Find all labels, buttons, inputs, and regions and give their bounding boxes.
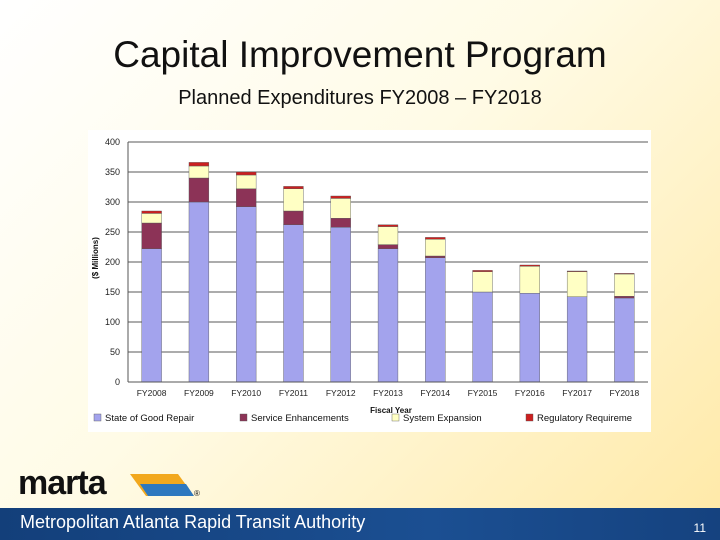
x-tick-label: FY2016 — [515, 388, 545, 398]
bar-segment — [472, 270, 493, 272]
x-tick-label: FY2010 — [231, 388, 261, 398]
bar-segment — [377, 248, 399, 383]
bar-segment — [519, 264, 540, 267]
bar-segment — [614, 273, 635, 297]
bar-segment — [236, 206, 257, 383]
authority-name: Metropolitan Atlanta Rapid Transit Autho… — [20, 512, 366, 532]
bar-segment — [141, 248, 162, 383]
bar-segment — [614, 273, 635, 275]
y-tick-label: 100 — [105, 317, 120, 327]
y-tick-label: 0 — [115, 377, 120, 387]
legend: State of Good Repair Service Enhancements… — [93, 413, 632, 424]
bar-segment — [425, 237, 446, 240]
bar-segment — [330, 217, 351, 228]
x-tick-label: FY2017 — [562, 388, 592, 398]
bar-segment — [472, 291, 493, 383]
y-axis-label: ($ Millions) — [91, 237, 100, 279]
x-tick-label: FY2013 — [373, 388, 403, 398]
bar-segment — [519, 292, 540, 383]
bar-segment — [330, 226, 351, 383]
bar-segment — [236, 171, 257, 176]
bar-segment — [425, 238, 446, 257]
bar-segment — [425, 257, 446, 383]
legend-label: Regulatory Requireme — [537, 413, 632, 424]
bar-segment — [188, 177, 210, 203]
bar-segment — [330, 198, 351, 219]
registered-mark: ® — [194, 489, 200, 498]
bar-segment — [614, 297, 635, 383]
bar-segment — [188, 201, 210, 383]
legend-swatch — [93, 413, 102, 422]
y-tick-label: 50 — [110, 347, 120, 357]
legend-label: System Expansion — [403, 413, 482, 424]
legend-swatch — [525, 413, 534, 422]
footer-bar: Metropolitan Atlanta Rapid Transit Autho… — [0, 508, 720, 540]
bar-segment — [141, 210, 162, 214]
bar-segment — [141, 213, 162, 224]
bar-segment — [425, 255, 446, 258]
bar-segment — [330, 195, 351, 199]
axes — [127, 142, 648, 383]
bar-segment — [236, 188, 257, 207]
y-tick-label: 350 — [105, 167, 120, 177]
bar-segment — [472, 271, 493, 293]
chart-frame: 0 50 100 150 200 250 300 350 400 FY2008 FY2009 FY2… — [88, 130, 651, 432]
bar-segment — [188, 162, 210, 167]
bar-segment — [283, 186, 304, 190]
y-tick-labels: 0 50 100 150 200 250 300 350 400 — [105, 137, 120, 387]
bar-segment — [236, 174, 257, 190]
y-tick-label: 400 — [105, 137, 120, 147]
bars — [141, 162, 635, 383]
legend-label: Service Enhancements — [251, 413, 349, 424]
x-tick-labels: FY2008 FY2009 FY2010 FY2011 FY2012 FY2013 FY20… — [137, 388, 640, 398]
y-tick-label: 150 — [105, 287, 120, 297]
x-tick-label: FY2011 — [279, 388, 308, 398]
bar-segment — [377, 226, 399, 245]
bar-segment — [188, 165, 210, 179]
bar-segment — [283, 224, 304, 383]
logo-stripe-blue — [140, 484, 194, 496]
y-tick-label: 200 — [105, 257, 120, 267]
bar-segment — [614, 295, 635, 299]
y-tick-label: 250 — [105, 227, 120, 237]
legend-swatch — [239, 413, 248, 422]
bar-segment — [566, 270, 588, 272]
bar-segment — [519, 265, 540, 294]
x-tick-label: FY2015 — [468, 388, 498, 398]
y-tick-label: 300 — [105, 197, 120, 207]
x-tick-label: FY2008 — [137, 388, 167, 398]
bar-segment — [283, 188, 304, 212]
bar-segment — [283, 210, 304, 226]
legend-swatch — [391, 413, 400, 422]
x-tick-label: FY2014 — [420, 388, 450, 398]
bar-segment — [566, 271, 588, 298]
bar-segment — [377, 244, 399, 249]
x-tick-label: FY2012 — [326, 388, 356, 398]
slide-subtitle: Planned Expenditures FY2008 – FY2018 — [178, 87, 542, 109]
legend-label: State of Good Repair — [105, 413, 194, 424]
logo-wordmark: marta — [18, 466, 108, 502]
bar-segment — [377, 224, 399, 227]
marta-logo: marta ® — [18, 464, 218, 502]
bar-segment — [566, 296, 588, 383]
slide-title: Capital Improvement Program — [113, 34, 607, 75]
x-axis-label: Fiscal Year — [370, 406, 412, 415]
x-tick-label: FY2009 — [184, 388, 214, 398]
page-number: 11 — [693, 521, 706, 535]
bar-segment — [141, 222, 162, 249]
x-tick-label: FY2018 — [609, 388, 639, 398]
